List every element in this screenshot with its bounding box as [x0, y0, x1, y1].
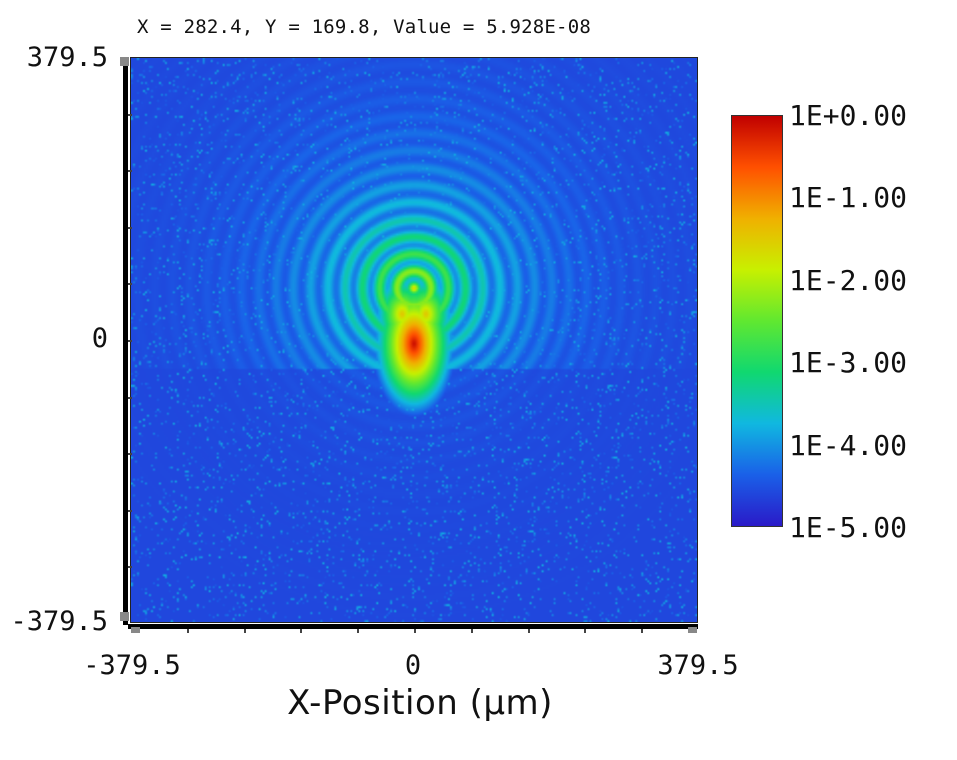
x-tick-label-right: 379.5 — [657, 650, 739, 681]
x-minor-tick — [300, 629, 303, 633]
readout-y-label: Y — [265, 16, 277, 38]
y-minor-tick — [128, 283, 132, 286]
y-tick-label-middle: 0 — [91, 323, 108, 354]
y-minor-tick — [128, 453, 132, 456]
y-axis-top-cap — [120, 57, 129, 66]
heatmap-canvas[interactable] — [131, 58, 697, 622]
colorbar-label-0: 1E+0.00 — [789, 99, 908, 132]
y-minor-tick — [128, 170, 132, 173]
x-tick-label-middle: 0 — [404, 650, 422, 681]
y-tick-label-top: 379.5 — [26, 42, 108, 73]
colorbar-gradient — [731, 115, 783, 527]
readout-y-value: 169.8 — [311, 16, 370, 38]
intensity-heatmap[interactable] — [130, 57, 698, 623]
y-axis-line — [123, 57, 128, 625]
readout-value: 5.928E-08 — [486, 16, 591, 38]
readout-value-label: Value — [393, 16, 452, 38]
y-minor-tick — [128, 566, 132, 569]
readout-x-value: 282.4 — [183, 16, 242, 38]
colorbar-label-2: 1E-2.00 — [789, 264, 908, 297]
x-minor-tick — [584, 629, 587, 633]
x-tick-label-left: -379.5 — [83, 650, 181, 681]
x-minor-tick — [527, 629, 530, 633]
cursor-readout: X = 282.4, Y = 169.8, Value = 5.928E-08 — [137, 16, 591, 38]
colorbar-label-3: 1E-3.00 — [789, 346, 908, 379]
x-axis-right-cap — [688, 627, 697, 633]
y-minor-tick — [128, 113, 132, 116]
x-minor-tick — [414, 629, 416, 633]
x-axis-left-cap — [131, 627, 140, 633]
x-minor-tick — [357, 629, 360, 633]
y-minor-tick — [128, 396, 132, 399]
readout-x-label: X — [137, 16, 149, 38]
y-minor-tick — [128, 509, 132, 512]
x-minor-tick — [641, 629, 644, 633]
y-tick-label-bottom: -379.5 — [10, 606, 108, 637]
x-minor-tick — [186, 629, 189, 633]
x-axis-label: X-Position (µm) — [287, 683, 553, 723]
colorbar-label-4: 1E-4.00 — [789, 429, 908, 462]
x-axis-line — [128, 624, 698, 629]
colorbar-label-5: 1E-5.00 — [789, 511, 908, 544]
x-minor-tick — [470, 629, 473, 633]
colorbar-label-1: 1E-1.00 — [789, 181, 908, 214]
y-minor-tick — [128, 340, 132, 342]
y-minor-tick — [128, 226, 132, 229]
x-minor-tick — [243, 629, 246, 633]
y-axis-bottom-cap — [120, 612, 129, 621]
